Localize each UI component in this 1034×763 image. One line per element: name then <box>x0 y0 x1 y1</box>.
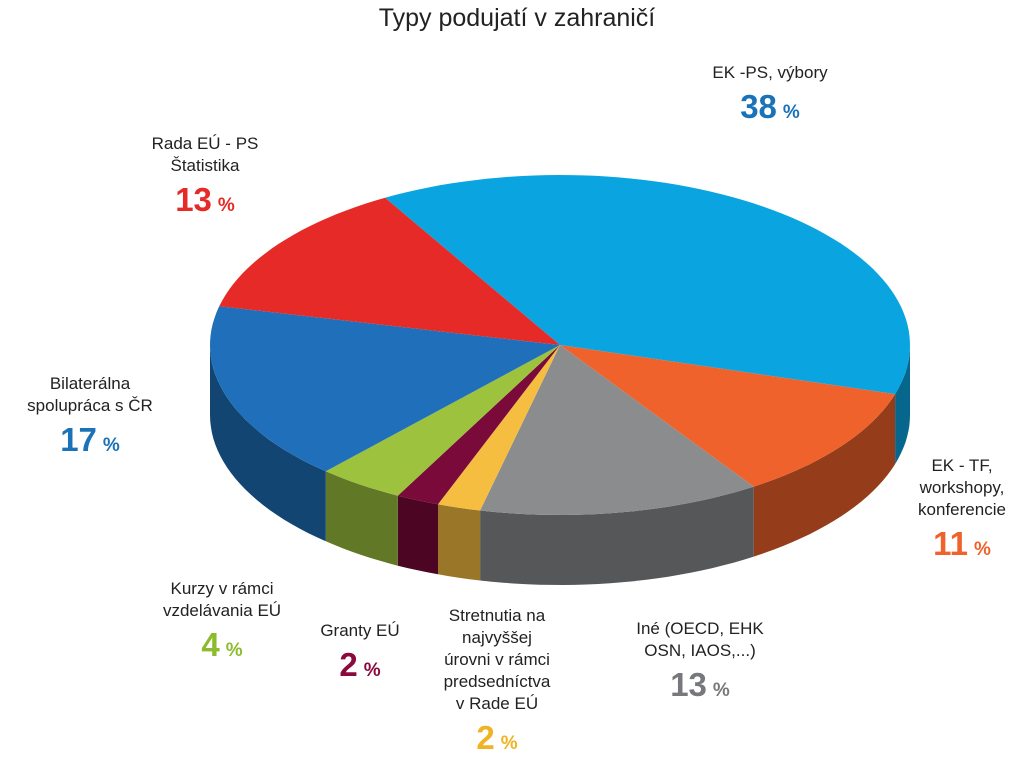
value-number: 38 <box>740 88 777 125</box>
category-label: EK - TF, workshopy, konferencie <box>918 456 1006 519</box>
value-label: 2% <box>300 646 420 690</box>
value-label: 13% <box>625 666 775 710</box>
value-unit: % <box>102 435 120 456</box>
value-number: 2 <box>339 646 358 683</box>
category-label: EK -PS, výbory <box>712 63 828 82</box>
value-label: 11% <box>910 525 1015 569</box>
value-unit: % <box>363 660 381 681</box>
slice <box>210 306 560 472</box>
value-number: 13 <box>670 666 707 703</box>
slice <box>219 197 560 345</box>
slice-side <box>397 495 438 575</box>
slice-side <box>895 345 910 465</box>
chart-title: Typy podujatí v zahraničí <box>378 4 656 32</box>
slice <box>397 345 560 505</box>
value-label: 13% <box>140 181 270 225</box>
slice-label: Granty EÚ 2% <box>300 620 420 690</box>
slice <box>325 345 560 496</box>
value-label: 2% <box>438 719 556 763</box>
slice-label: Stretnutia na najvyššej úrovni v rámci p… <box>438 605 556 763</box>
value-label: 17% <box>15 421 165 465</box>
value-label: 38% <box>670 88 870 132</box>
value-number: 13 <box>175 181 212 218</box>
slice-side <box>210 345 326 542</box>
slice-side <box>438 504 481 581</box>
value-label: 4% <box>152 626 292 670</box>
value-unit: % <box>782 102 800 123</box>
slice-label: Rada EÚ - PS Štatistika 13% <box>140 133 270 225</box>
value-unit: % <box>217 195 235 216</box>
slice-label: Iné (OECD, EHK OSN, IAOS,...) 13% <box>625 618 775 710</box>
slice-side <box>325 471 398 566</box>
value-number: 11 <box>933 525 968 562</box>
slice-side <box>753 394 896 557</box>
slice <box>560 345 896 487</box>
slice-label: EK - TF, workshopy, konferencie 11% <box>910 455 1015 569</box>
value-unit: % <box>500 733 518 754</box>
value-number: 17 <box>60 421 97 458</box>
category-label: Iné (OECD, EHK OSN, IAOS,...) <box>636 619 764 660</box>
slice-label: Kurzy v rámci vzdelávania EÚ 4% <box>152 578 292 670</box>
value-unit: % <box>712 680 730 701</box>
value-unit: % <box>225 640 243 661</box>
value-unit: % <box>973 539 991 560</box>
category-label: Bilaterálna spolupráca s ČR <box>27 374 153 415</box>
category-label: Granty EÚ <box>320 621 400 640</box>
slice-side <box>480 486 754 585</box>
slice <box>480 345 754 515</box>
value-number: 2 <box>476 719 495 756</box>
slice <box>385 175 910 395</box>
category-label: Rada EÚ - PS Štatistika <box>151 134 259 175</box>
category-label: Kurzy v rámci vzdelávania EÚ <box>162 579 282 620</box>
category-label: Stretnutia na najvyššej úrovni v rámci p… <box>443 606 551 713</box>
value-number: 4 <box>201 626 220 663</box>
slice <box>438 345 560 511</box>
slice-label: Bilaterálna spolupráca s ČR 17% <box>15 373 165 465</box>
slice-label: EK -PS, výbory 38% <box>670 62 870 132</box>
